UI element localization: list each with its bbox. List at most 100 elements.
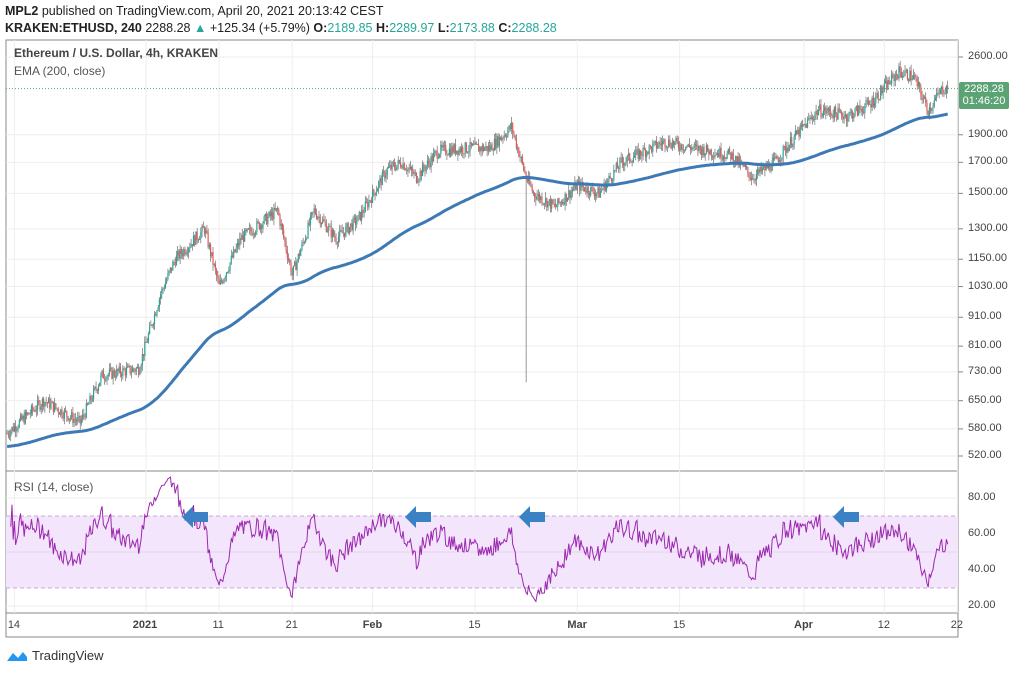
- candle-body: [84, 415, 86, 418]
- candle-body: [412, 170, 414, 174]
- ohlc-bar: KRAKEN:ETHUSD, 240 2288.28 ▲ +125.34 (+5…: [5, 21, 557, 35]
- arrow-left-icon: [182, 506, 208, 528]
- candle-body: [582, 186, 584, 188]
- candle-body: [936, 92, 938, 98]
- candle-body: [849, 112, 851, 114]
- tradingview-logo[interactable]: TradingView: [6, 648, 104, 663]
- candle-body: [131, 368, 134, 372]
- candle-body: [302, 242, 304, 243]
- candle-body: [580, 182, 582, 191]
- candle-body: [319, 216, 321, 225]
- candle-body: [317, 217, 319, 219]
- candle-body: [150, 324, 152, 326]
- candle-body: [372, 189, 374, 203]
- candle-body: [782, 146, 784, 158]
- candle-body: [45, 402, 47, 403]
- candle-body: [62, 416, 64, 419]
- candle-body: [359, 211, 362, 221]
- price-tick-label: 1150.00: [968, 252, 1007, 265]
- candle-body: [660, 143, 662, 146]
- candle-body: [830, 111, 832, 116]
- candle-body: [88, 403, 90, 405]
- candle-body: [471, 144, 474, 146]
- candle-body: [274, 207, 276, 211]
- candle-body: [694, 144, 697, 146]
- candle-body: [498, 136, 500, 147]
- candle-body: [74, 418, 76, 421]
- candle-body: [478, 144, 480, 152]
- candle-body: [836, 113, 838, 120]
- candle-body: [613, 170, 615, 181]
- candle-body: [13, 425, 16, 432]
- candle-body: [336, 243, 338, 244]
- candle-body: [616, 163, 619, 169]
- candle-body: [891, 74, 893, 84]
- candle-body: [141, 353, 143, 366]
- candle-body: [50, 403, 52, 409]
- candle-body: [44, 402, 46, 407]
- candle-body: [186, 252, 189, 254]
- candle-body: [759, 166, 761, 173]
- candle-body: [744, 165, 747, 168]
- candle-body: [605, 183, 608, 191]
- candle-body: [278, 209, 280, 215]
- candle-body: [151, 324, 153, 327]
- symbol: KRAKEN:ETHUSD, 240: [5, 21, 142, 35]
- candle-body: [813, 118, 815, 120]
- rsi-legend[interactable]: RSI (14, close): [14, 480, 94, 494]
- candle-body: [795, 130, 798, 135]
- o-label: O:: [313, 21, 328, 35]
- candle-body: [593, 192, 595, 197]
- candle-body: [614, 170, 616, 171]
- candle-body: [526, 178, 528, 182]
- candle-body: [47, 398, 50, 404]
- candle-body: [698, 145, 700, 152]
- candle-body: [294, 261, 296, 266]
- candle-body: [521, 157, 524, 164]
- candle-body: [551, 199, 553, 209]
- candle-body: [649, 145, 651, 147]
- candle-body: [642, 147, 644, 157]
- candle-body: [882, 89, 884, 94]
- chart-title: Ethereum / U.S. Dollar, 4h, KRAKEN: [14, 46, 219, 60]
- candle-body: [529, 176, 531, 185]
- candle-body: [725, 158, 727, 160]
- candle-body: [763, 165, 765, 169]
- candle-body: [839, 111, 842, 113]
- candle-body: [153, 314, 156, 325]
- price-tick-label: 1500.00: [968, 186, 1008, 199]
- candle-body: [591, 186, 593, 188]
- ema-legend[interactable]: EMA (200, close): [14, 64, 106, 78]
- candle-body: [742, 163, 744, 167]
- candle-body: [256, 221, 258, 233]
- candle-body: [876, 93, 878, 97]
- candle-body: [612, 180, 614, 182]
- candle-body: [699, 145, 701, 149]
- candle-body: [161, 288, 163, 295]
- candle-body: [203, 228, 206, 234]
- candle-body: [809, 118, 811, 120]
- candle-body: [133, 368, 135, 370]
- candle-body: [66, 411, 68, 417]
- candle-body: [218, 278, 220, 285]
- candle-body: [202, 225, 204, 229]
- candle-body: [858, 105, 860, 116]
- candle-body: [374, 192, 376, 196]
- candle-body: [43, 398, 45, 407]
- candle-body: [646, 151, 648, 157]
- candle-body: [296, 260, 298, 271]
- candle-body: [273, 207, 275, 220]
- candle-body: [21, 415, 23, 420]
- candle-body: [820, 104, 822, 117]
- candle-body: [160, 294, 162, 300]
- candle-body: [418, 179, 420, 182]
- candle-body: [841, 111, 843, 117]
- candle-body: [375, 191, 377, 196]
- candle-body: [484, 148, 486, 151]
- price-tick-label: 580.00: [968, 421, 1002, 434]
- candle-body: [808, 118, 810, 120]
- candle-body: [331, 229, 334, 238]
- candle-body: [147, 333, 150, 342]
- candle-body: [354, 217, 357, 225]
